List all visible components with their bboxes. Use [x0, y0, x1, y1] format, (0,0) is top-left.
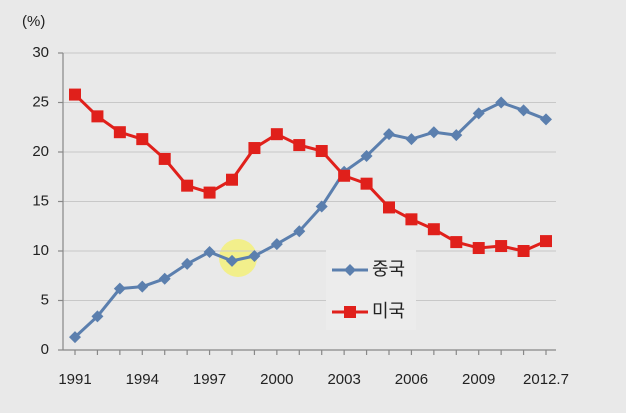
x-tick-label: 2009: [462, 371, 495, 388]
marker: [427, 126, 440, 139]
marker: [248, 142, 261, 155]
x-tick-label: 2003: [327, 371, 360, 388]
marker: [344, 264, 356, 276]
marker: [540, 235, 552, 248]
marker: [315, 145, 328, 158]
legend-label: 중국: [372, 259, 405, 279]
marker: [344, 306, 356, 318]
marker: [540, 113, 552, 126]
marker: [158, 152, 171, 165]
marker: [495, 240, 508, 253]
x-tick-label: 2006: [395, 371, 428, 388]
marker: [203, 186, 216, 199]
marker: [113, 282, 126, 295]
marker: [293, 225, 306, 238]
marker: [69, 88, 81, 101]
marker: [91, 110, 104, 123]
series-line: [73, 100, 547, 339]
marker: [181, 257, 194, 270]
marker: [270, 238, 283, 251]
y-tick-label: 0: [41, 341, 49, 358]
marker: [360, 149, 373, 162]
marker: [450, 129, 463, 142]
y-tick-label: 5: [41, 291, 49, 308]
y-tick-label: 25: [32, 93, 49, 110]
marker: [360, 177, 373, 190]
y-tick-label: 20: [32, 143, 49, 160]
marker: [472, 107, 485, 120]
y-tick-label: 30: [32, 44, 49, 61]
marker: [203, 245, 216, 258]
marker: [181, 179, 194, 192]
x-tick-label: 2000: [260, 371, 293, 388]
marker: [383, 128, 395, 141]
y-tick-label: 15: [32, 192, 49, 209]
marker: [495, 96, 508, 109]
legend-box: [326, 250, 416, 330]
marker: [517, 245, 530, 257]
x-tick-label: 2012.7: [523, 371, 569, 388]
marker: [226, 173, 238, 186]
marker: [248, 249, 261, 262]
x-tick-label: 1997: [193, 371, 226, 388]
marker: [405, 213, 418, 226]
x-tick-label: 1991: [58, 371, 91, 388]
marker: [136, 133, 149, 146]
marker: [383, 201, 395, 214]
marker: [450, 236, 463, 249]
marker: [69, 331, 81, 344]
marker: [91, 310, 104, 323]
y-tick-label: 10: [32, 242, 49, 259]
series-line: [73, 93, 547, 253]
marker: [338, 169, 351, 182]
marker: [315, 200, 328, 213]
marker: [427, 223, 440, 236]
marker: [517, 104, 530, 117]
marker: [158, 272, 171, 285]
marker: [226, 254, 238, 267]
marker: [113, 126, 126, 139]
marker: [405, 133, 418, 146]
marker: [293, 139, 306, 152]
y-axis-unit: (%): [22, 13, 45, 30]
x-tick-label: 1994: [126, 371, 159, 388]
highlight: [219, 239, 257, 277]
legend-label: 미국: [372, 301, 405, 321]
marker: [472, 242, 485, 255]
marker: [270, 128, 283, 141]
marker: [136, 280, 149, 293]
